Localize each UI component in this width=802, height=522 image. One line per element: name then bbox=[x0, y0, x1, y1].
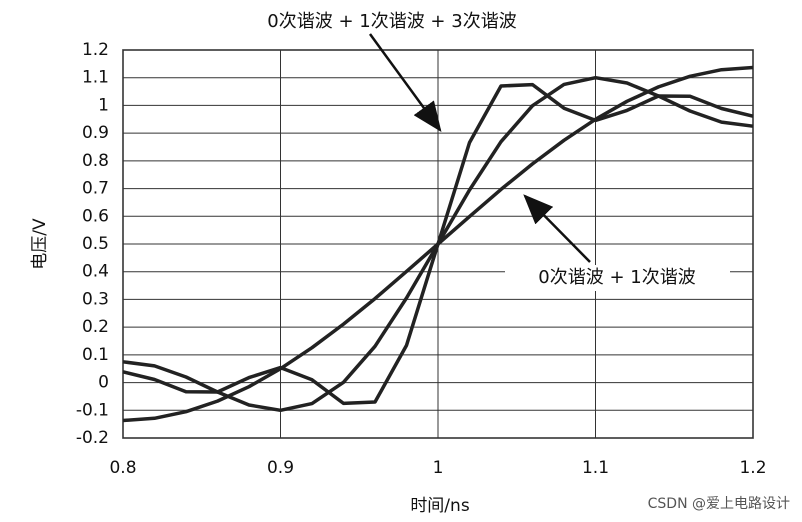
y-tick-label: 0.4 bbox=[82, 262, 109, 282]
y-tick-label: 0.9 bbox=[82, 123, 109, 143]
y-tick-label: 0.7 bbox=[82, 179, 109, 199]
series-line bbox=[122, 82, 754, 406]
y-tick-label: 1 bbox=[98, 95, 109, 115]
y-tick-label: -0.2 bbox=[76, 428, 109, 448]
y-tick-label: 0.1 bbox=[82, 345, 109, 365]
x-tick-label: 0.8 bbox=[109, 458, 136, 478]
annotation-arrow bbox=[368, 33, 442, 133]
x-tick-label: 1.2 bbox=[739, 458, 766, 478]
y-tick-label: 0.5 bbox=[82, 234, 109, 254]
y-tick-label: 0.6 bbox=[82, 206, 109, 226]
y-tick-label: 1.1 bbox=[82, 68, 109, 88]
y-tick-label: -0.1 bbox=[76, 400, 109, 420]
annotation: 0次谐波 + 1次谐波 bbox=[538, 267, 695, 288]
y-tick-label: 0.8 bbox=[82, 151, 109, 171]
x-tick-label: 0.9 bbox=[267, 458, 294, 478]
annotation: 0次谐波 + 1次谐波 + 3次谐波 bbox=[267, 11, 516, 32]
y-axis-label: 电压/V bbox=[30, 218, 50, 270]
watermark: CSDN @爱上电路设计 bbox=[648, 496, 790, 512]
annotation-bg bbox=[505, 265, 730, 291]
y-tick-label: 0.3 bbox=[82, 289, 109, 309]
x-tick-label: 1 bbox=[433, 458, 444, 478]
x-tick-label: 1.1 bbox=[582, 458, 609, 478]
annotation-arrow bbox=[523, 194, 591, 263]
x-axis-label: 时间/ns bbox=[410, 496, 470, 516]
y-tick-label: 0.2 bbox=[82, 317, 109, 337]
y-tick-label: 1.2 bbox=[82, 40, 109, 60]
y-tick-label: 0 bbox=[98, 373, 109, 393]
